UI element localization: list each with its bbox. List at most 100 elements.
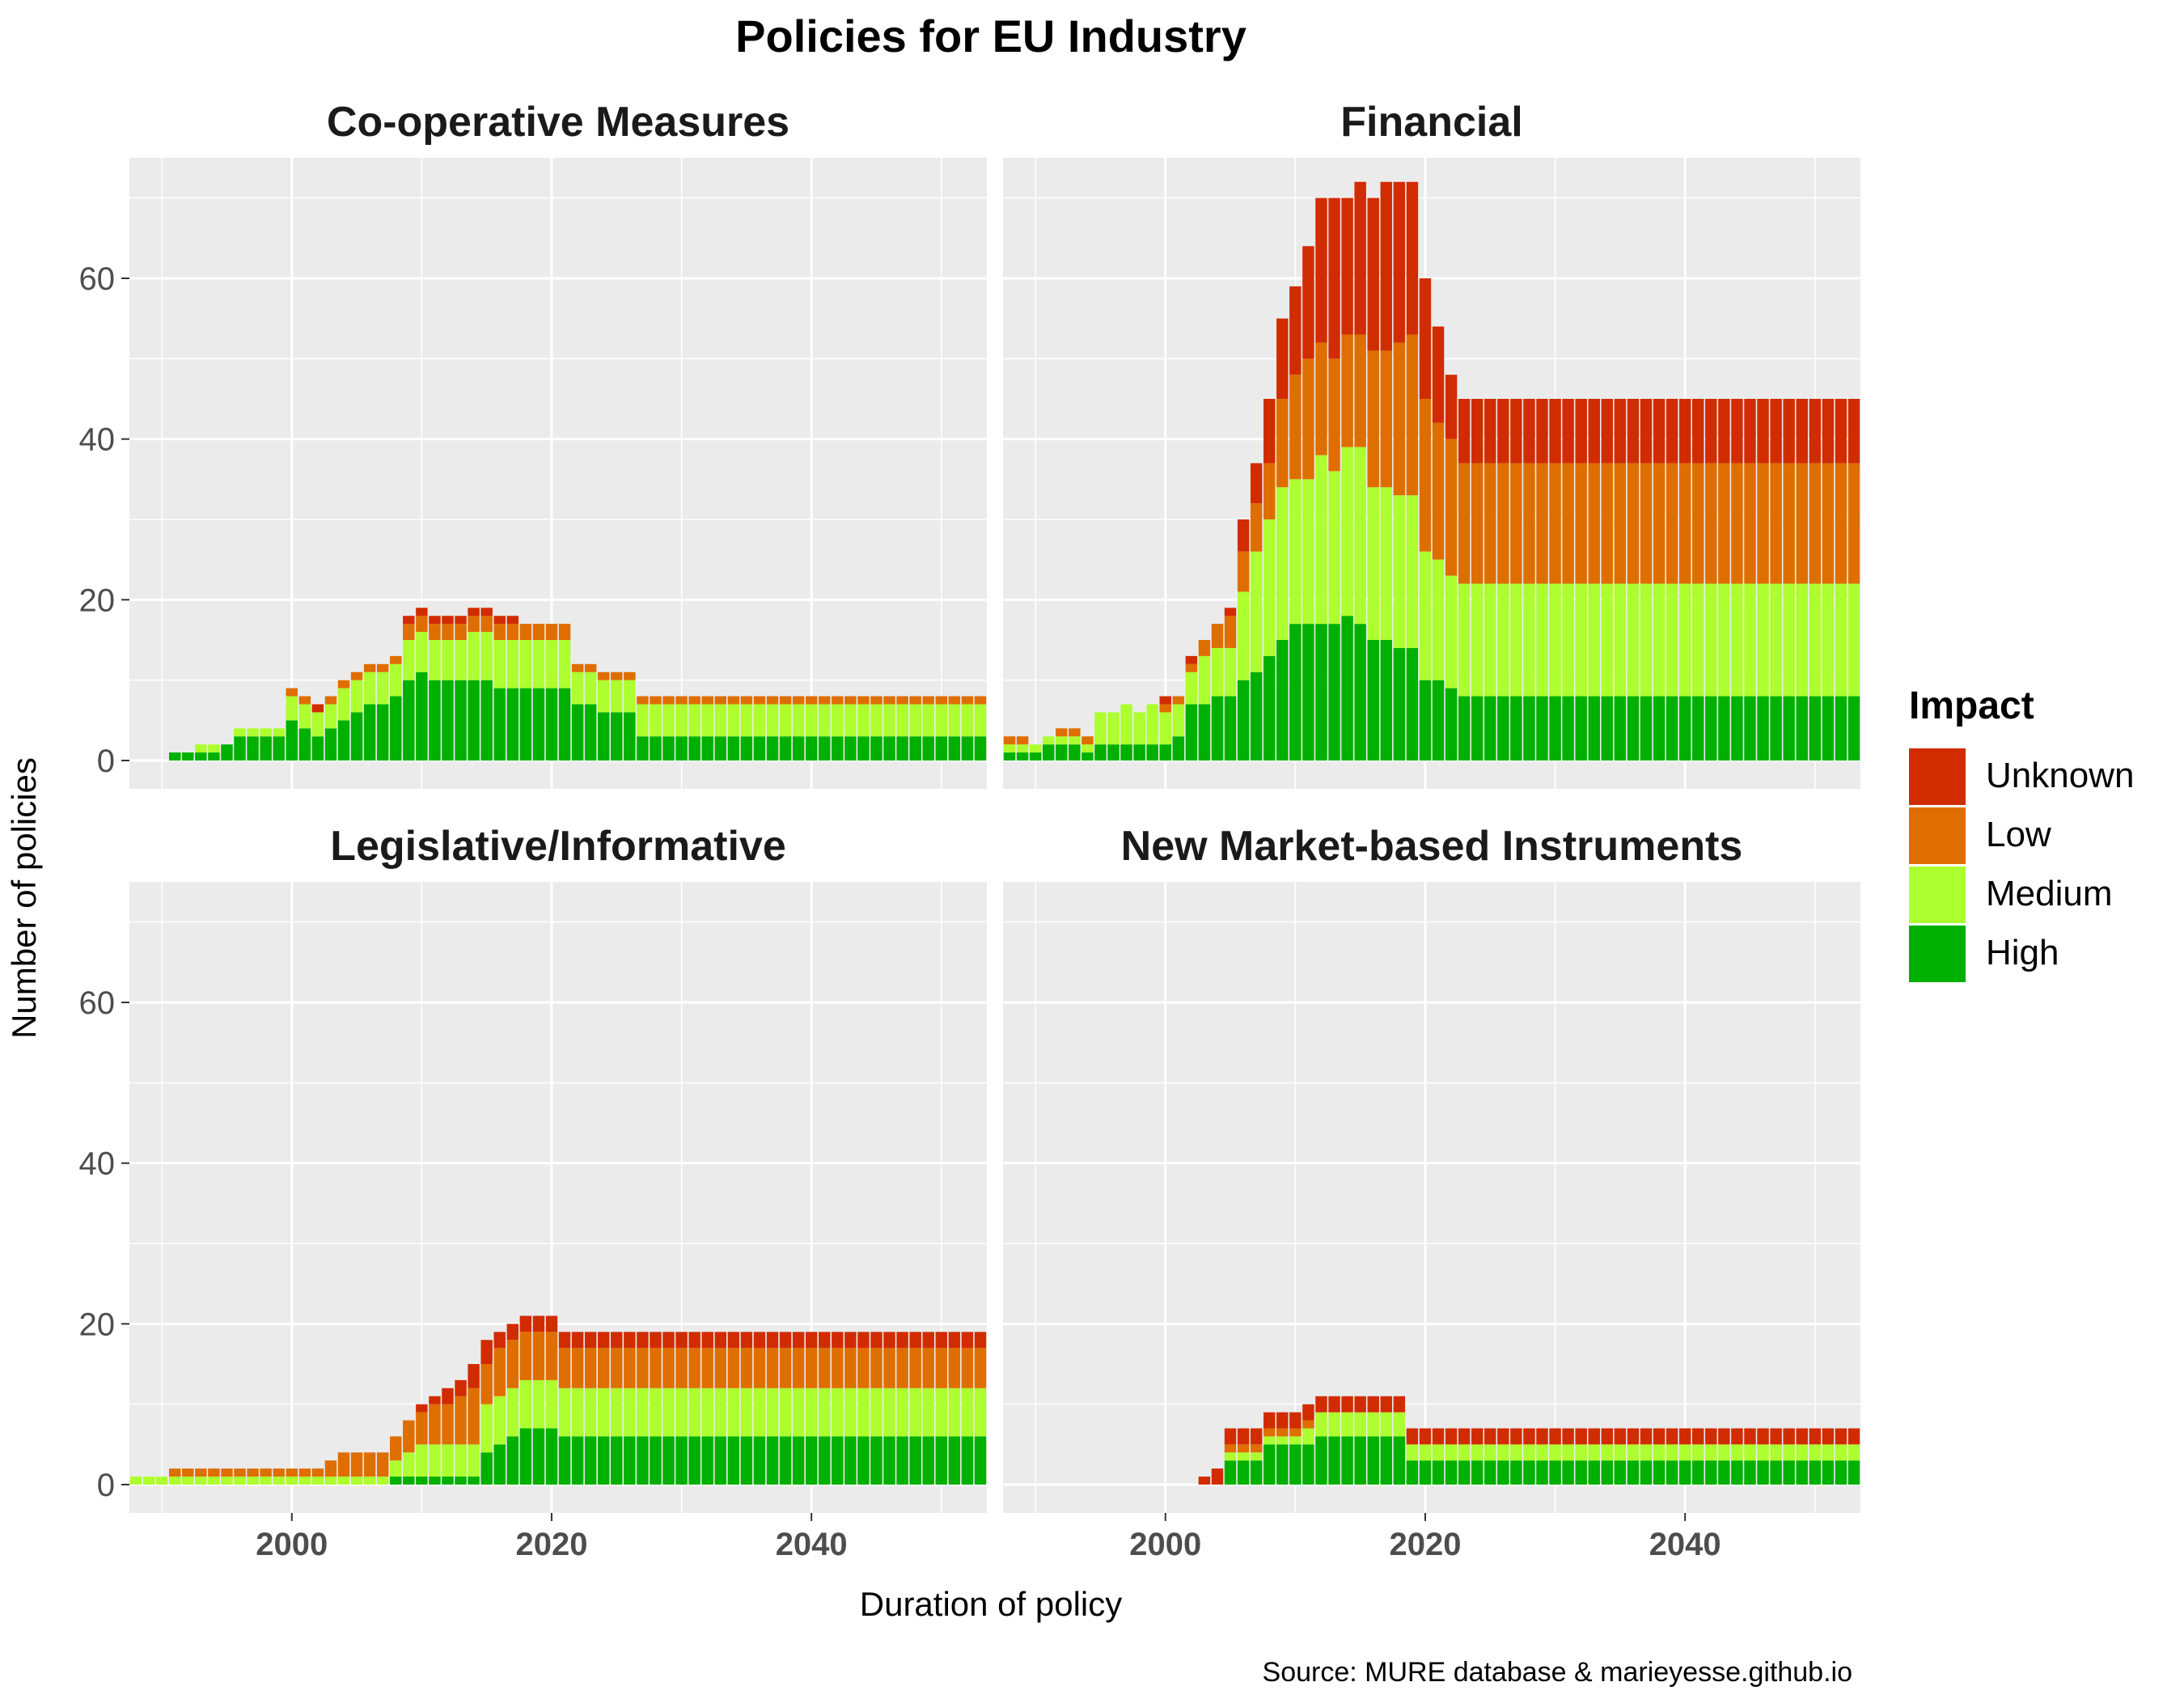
bar-medium-2042	[832, 1388, 844, 1437]
bar-low-2036	[753, 1348, 766, 1388]
bar-high-2014	[468, 1477, 480, 1485]
bar-unknown-2037	[1640, 399, 1653, 464]
bar-unknown-2030	[1549, 399, 1561, 464]
bar-medium-2045	[870, 1388, 882, 1437]
bar-high-1998	[1133, 744, 1145, 761]
bar-unknown-2028	[1523, 1428, 1535, 1445]
bar-medium-2021	[1432, 559, 1445, 680]
bar-medium-2038	[779, 704, 792, 737]
x-axis-title: Duration of policy	[860, 1585, 1123, 1623]
bar-high-2040	[1678, 696, 1691, 761]
bar-high-2048	[1783, 1460, 1795, 1485]
bar-low-1993	[195, 1468, 207, 1477]
bar-high-2015	[1354, 1436, 1366, 1485]
bar-high-2010	[1289, 624, 1302, 761]
bar-low-2007	[376, 663, 389, 672]
bar-high-2022	[1445, 1460, 1458, 1485]
bar-high-2020	[1419, 1460, 1432, 1485]
bar-low-2001	[298, 696, 311, 705]
bar-low-1994	[1081, 736, 1094, 745]
panel-co-operative-measures: Co-operative Measures 0 20 40 60	[79, 99, 987, 789]
bar-low-2045	[870, 696, 882, 705]
bar-high-2050	[1809, 696, 1822, 761]
bar-unknown-2027	[1510, 399, 1522, 464]
bar-high-2035	[740, 736, 753, 761]
bar-low-2049	[922, 696, 934, 705]
bar-high-2015	[1354, 624, 1366, 761]
x-tick-label: 2020	[1389, 1527, 1461, 1562]
bar-unknown-2008	[1263, 399, 1276, 464]
bar-unknown-2023	[584, 1332, 597, 1349]
bar-high-2047	[896, 1436, 908, 1485]
bar-low-2016	[493, 1348, 506, 1396]
bar-unknown-2051	[948, 1332, 961, 1349]
bar-medium-2043	[844, 1388, 857, 1437]
bar-unknown-2029	[662, 1332, 675, 1349]
bar-unknown-2023	[1458, 399, 1471, 464]
bar-medium-2015	[1354, 1412, 1366, 1437]
legend-label-low: Low	[1986, 815, 2051, 854]
bar-unknown-2015	[480, 608, 493, 616]
bar-high-2019	[532, 688, 545, 761]
bar-low-1992	[182, 1468, 194, 1477]
bar-low-2042	[832, 1348, 844, 1388]
bar-medium-2033	[1588, 583, 1600, 697]
bar-medium-2009	[1276, 487, 1289, 640]
bar-low-2023	[584, 663, 597, 672]
bar-low-2007	[1250, 1444, 1263, 1453]
bar-high-2025	[611, 1436, 623, 1485]
bar-low-2017	[506, 1340, 519, 1388]
bar-low-2021	[1432, 422, 1445, 560]
source-caption: Source: MURE database & marieyesse.githu…	[1263, 1657, 1852, 1688]
bar-unknown-2023	[1458, 1428, 1471, 1445]
bar-low-2035	[740, 1348, 753, 1388]
bar-unknown-2019	[1406, 1428, 1419, 1445]
bar-low-2008	[390, 1436, 402, 1461]
panel-financial: Financial	[1003, 99, 1860, 789]
bar-unknown-2030	[1549, 1428, 1561, 1445]
bar-low-2044	[1731, 463, 1743, 584]
panel-new-market-based-instruments: New Market-based Instruments 2000 2020 2040	[1003, 823, 1860, 1562]
bar-high-2001	[1172, 736, 1185, 761]
bar-medium-2010	[416, 1444, 428, 1477]
bar-high-2035	[740, 1436, 753, 1485]
bar-high-2052	[1835, 1460, 1848, 1485]
bar-low-2024	[597, 672, 610, 680]
bar-medium-2013	[1328, 1412, 1340, 1437]
bar-medium-1988	[1003, 744, 1016, 753]
bar-high-2018	[1393, 647, 1406, 761]
bar-high-2044	[1731, 696, 1743, 761]
bar-medium-1992	[1056, 736, 1068, 745]
bar-medium-2053	[974, 1388, 987, 1437]
bar-low-2017	[506, 624, 519, 640]
bar-high-2011	[429, 680, 441, 761]
bar-low-2007	[1250, 503, 1263, 552]
bar-medium-2040	[805, 1388, 818, 1437]
bar-low-2042	[1705, 463, 1717, 584]
x-tick-label: 2000	[256, 1527, 328, 1562]
bar-medium-2020	[1419, 551, 1432, 680]
bar-high-2019	[1406, 1460, 1419, 1485]
bar-unknown-2045	[870, 1332, 882, 1349]
bar-medium-2014	[1341, 1412, 1353, 1437]
bar-medium-2013	[1328, 471, 1340, 625]
bar-unknown-2041	[1692, 1428, 1704, 1445]
bar-unknown-2012	[1315, 197, 1327, 343]
bar-unknown-2035	[1614, 399, 1627, 464]
bar-high-2012	[1315, 1436, 1327, 1485]
bar-medium-2023	[584, 1388, 597, 1437]
bar-low-2018	[1393, 342, 1406, 496]
bar-high-2043	[844, 736, 857, 761]
bar-unknown-2047	[896, 1332, 908, 1349]
bar-high-2009	[403, 1477, 415, 1485]
bar-high-1990	[1029, 752, 1042, 761]
bar-medium-2015	[480, 1404, 493, 1453]
bar-high-2016	[1367, 640, 1379, 761]
bar-high-1993	[1069, 744, 1081, 761]
bar-unknown-2047	[1770, 1428, 1782, 1445]
bar-medium-2049	[922, 704, 934, 737]
bar-low-2023	[1458, 463, 1471, 584]
bar-medium-2009	[403, 640, 415, 680]
x-tick-label: 2040	[776, 1527, 848, 1562]
bar-medium-2032	[701, 1388, 713, 1437]
